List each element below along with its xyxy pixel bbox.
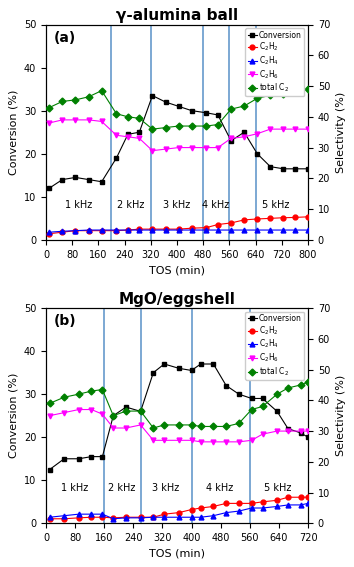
- Text: 2 kHz: 2 kHz: [117, 200, 144, 210]
- Y-axis label: Conversion (%): Conversion (%): [8, 90, 18, 175]
- Text: 5 kHz: 5 kHz: [264, 483, 292, 493]
- Title: γ-alumina ball: γ-alumina ball: [116, 9, 238, 23]
- Y-axis label: Selectivity (%): Selectivity (%): [336, 375, 346, 456]
- Legend: Conversion, $\mathregular{C_2H_2}$, $\mathregular{C_2H_4}$, $\mathregular{C_2H_6: Conversion, $\mathregular{C_2H_2}$, $\ma…: [245, 28, 304, 96]
- Text: (a): (a): [54, 31, 76, 45]
- Y-axis label: Conversion (%): Conversion (%): [8, 373, 18, 458]
- Y-axis label: Selectivity (%): Selectivity (%): [336, 91, 346, 173]
- Text: 3 kHz: 3 kHz: [152, 483, 179, 493]
- Text: 3 kHz: 3 kHz: [163, 200, 190, 210]
- Text: 2 kHz: 2 kHz: [108, 483, 135, 493]
- Text: 1 kHz: 1 kHz: [61, 483, 88, 493]
- Text: (b): (b): [54, 315, 76, 328]
- Text: 5 kHz: 5 kHz: [262, 200, 289, 210]
- Title: MgO/eggshell: MgO/eggshell: [119, 292, 235, 307]
- Legend: Conversion, $\mathregular{C_2H_2}$, $\mathregular{C_2H_4}$, $\mathregular{C_2H_6: Conversion, $\mathregular{C_2H_2}$, $\ma…: [245, 312, 304, 380]
- Text: 4 kHz: 4 kHz: [202, 200, 229, 210]
- Text: 4 kHz: 4 kHz: [206, 483, 234, 493]
- Text: 1 kHz: 1 kHz: [65, 200, 92, 210]
- X-axis label: TOS (min): TOS (min): [149, 265, 205, 275]
- X-axis label: TOS (min): TOS (min): [149, 549, 205, 558]
